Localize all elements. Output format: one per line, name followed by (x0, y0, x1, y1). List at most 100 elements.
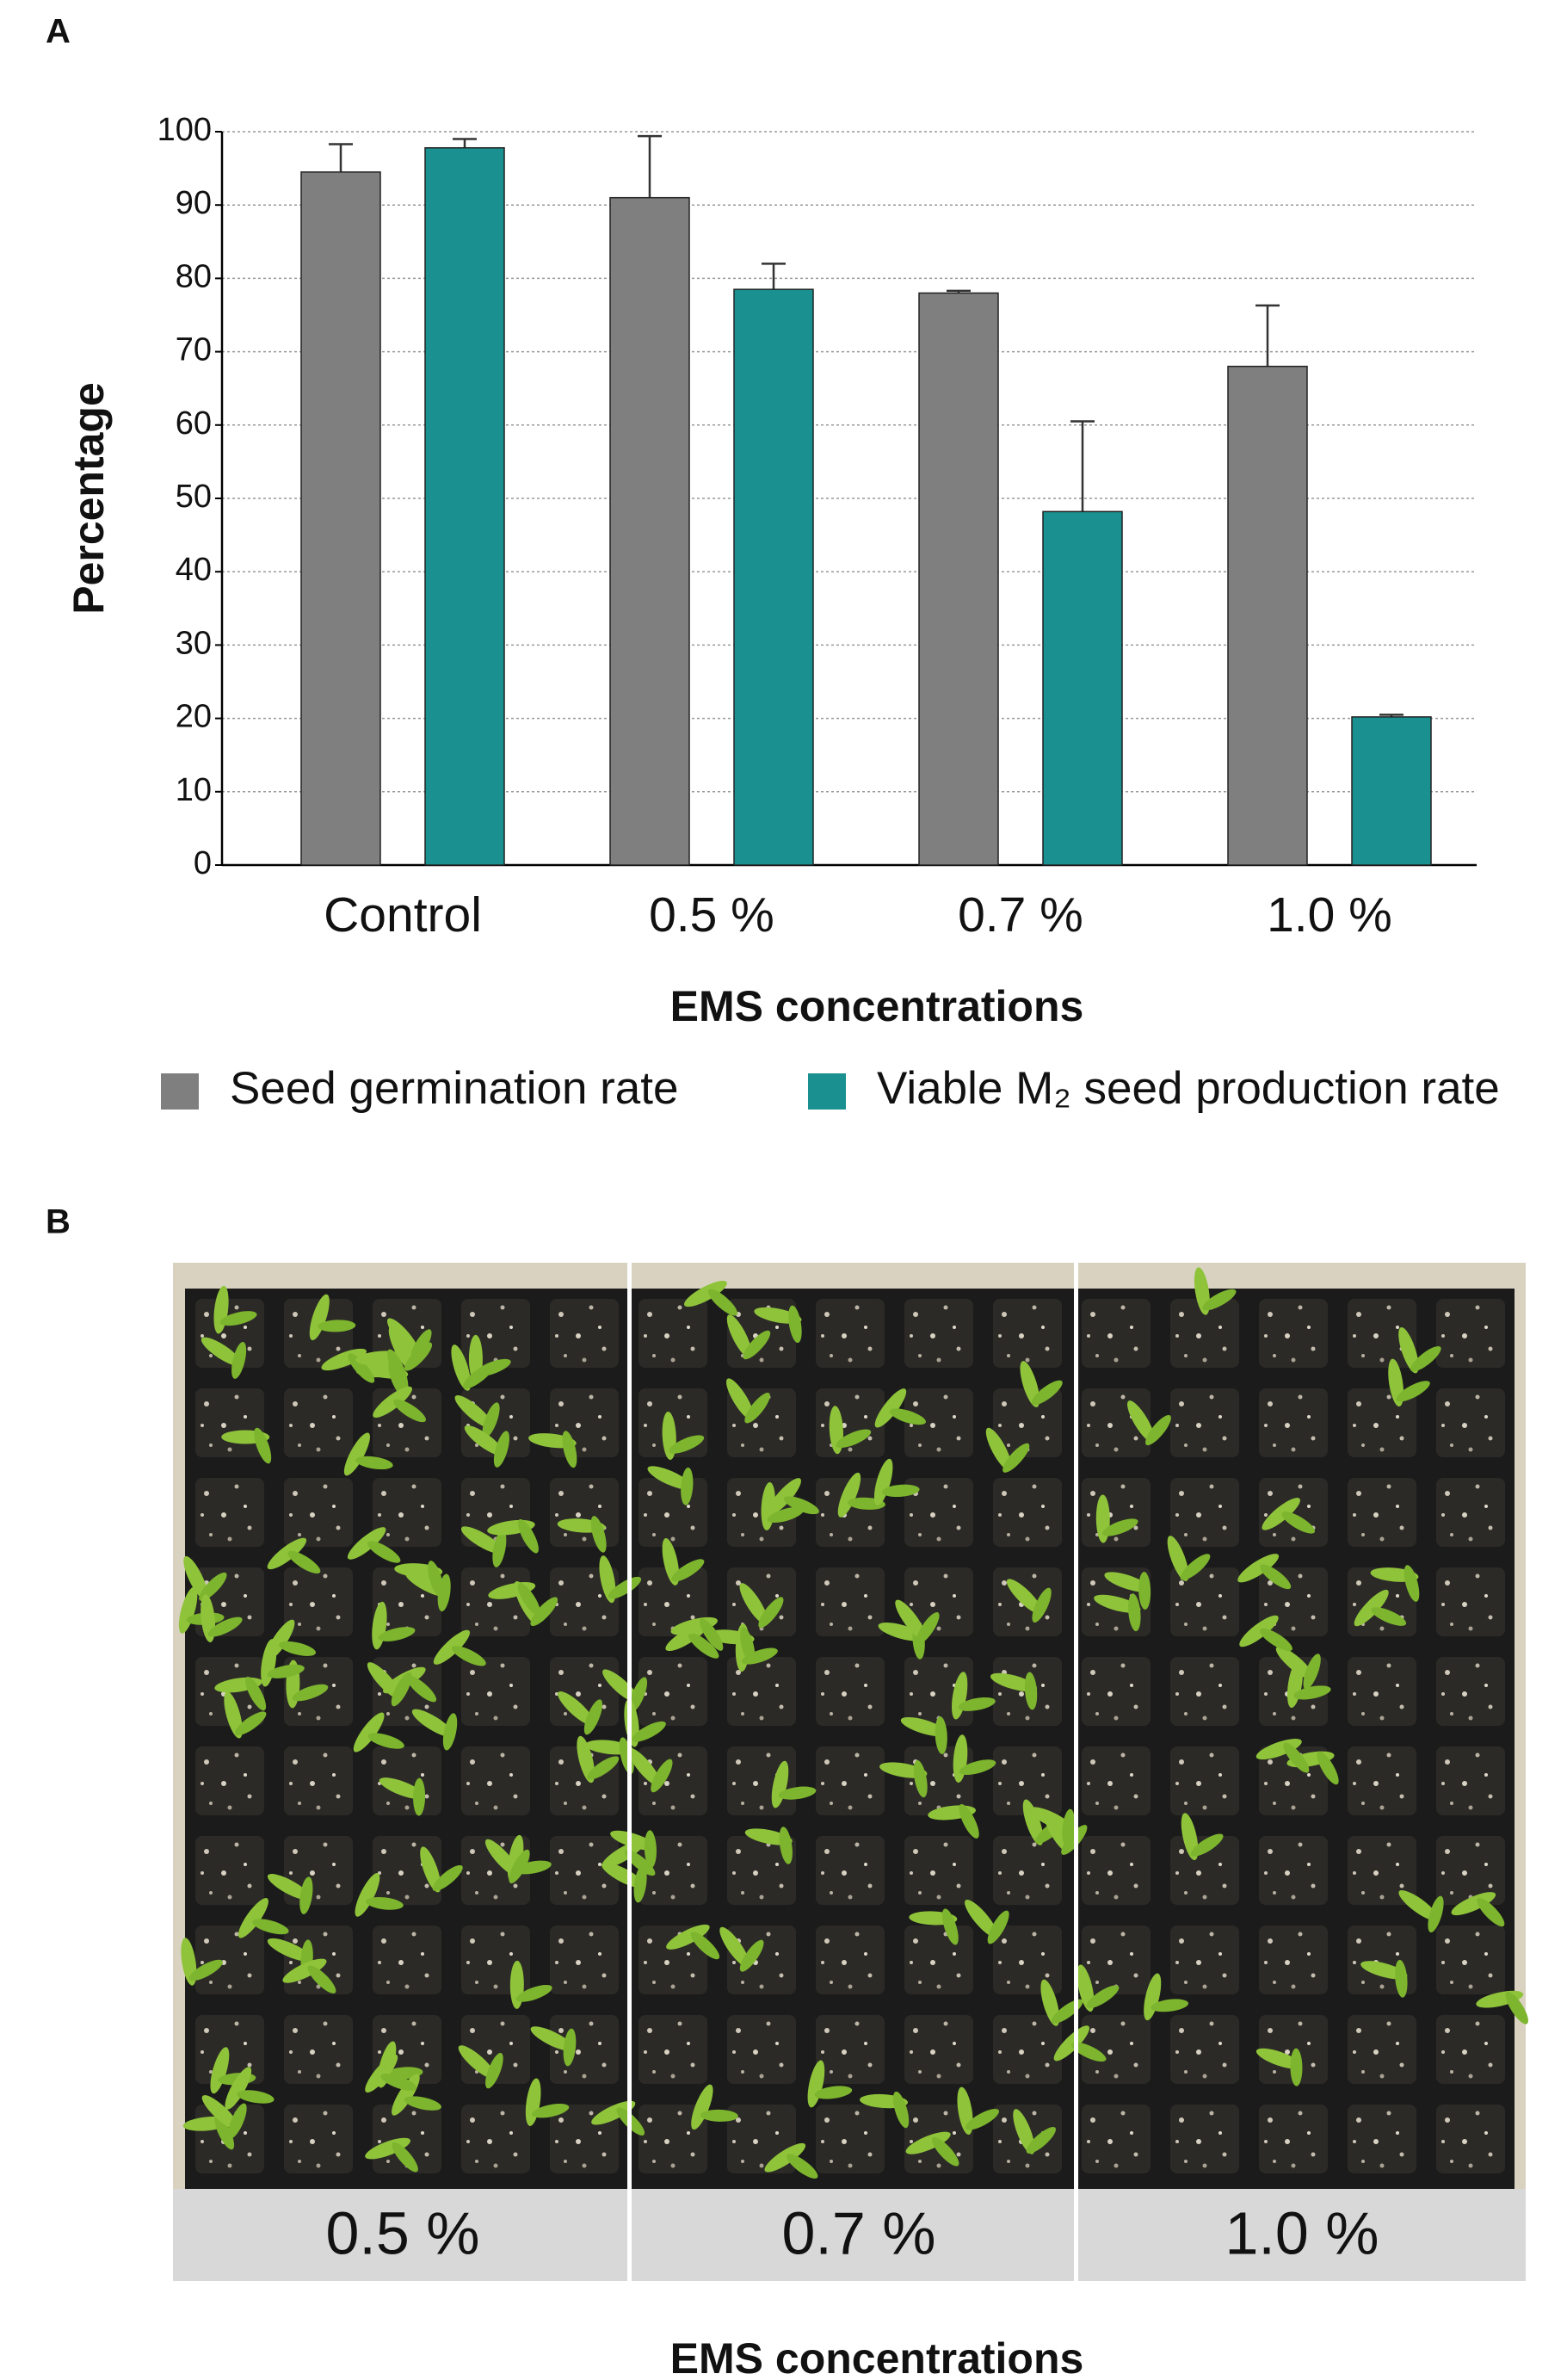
leaf (985, 1427, 1012, 1471)
leaf (1062, 1808, 1076, 1847)
leaf (347, 1527, 386, 1560)
y-tick-label: 100 (157, 112, 212, 148)
leaf (201, 1337, 243, 1367)
y-tick-label: 40 (176, 552, 212, 588)
y-tick-label: 0 (194, 845, 212, 881)
leaf (587, 1756, 620, 1780)
leaf (577, 1735, 595, 1783)
leaf (292, 1684, 329, 1702)
leaf (287, 1550, 321, 1574)
leaf (214, 2115, 235, 2150)
leaf (873, 1458, 893, 1505)
leaf (393, 1399, 426, 1423)
leaf (178, 1586, 198, 1634)
leaf (941, 1908, 959, 1945)
leaf (1290, 2048, 1303, 2086)
leaf (1283, 1742, 1310, 1773)
leaf (1255, 1739, 1302, 1760)
leaf (959, 1759, 996, 1775)
leaf (231, 1341, 247, 1379)
leaf (1281, 1511, 1315, 1534)
leaf (318, 1320, 356, 1332)
leaf (1237, 1554, 1280, 1583)
leaf (530, 2026, 575, 2051)
leaf (591, 2100, 636, 2125)
leaf (252, 1919, 289, 1935)
leaf (380, 2073, 417, 2091)
leaf (433, 1629, 470, 1665)
leaf (688, 1633, 719, 1659)
leaf (669, 1435, 705, 1454)
leaf (1410, 1345, 1441, 1372)
leaf (1006, 1579, 1043, 1615)
leaf (404, 2096, 441, 2111)
leaf (771, 1760, 789, 1808)
leaf (1128, 1593, 1141, 1632)
leaf (378, 1627, 416, 1641)
leaf (1398, 1890, 1439, 1921)
leaf (1022, 1799, 1044, 1845)
leaf (1239, 1615, 1279, 1647)
leaf (758, 1597, 784, 1629)
leaf (509, 1849, 530, 1884)
leaf (484, 1839, 520, 1876)
leaf (1138, 1571, 1151, 1610)
leaf (743, 1330, 771, 1360)
leaf (651, 1759, 673, 1793)
leaf (355, 1456, 393, 1470)
leaf (482, 1402, 500, 1438)
leaf (958, 1697, 996, 1711)
leaf (1102, 1518, 1138, 1536)
leaf (493, 1431, 509, 1468)
leaf (267, 1938, 312, 1962)
leaf (365, 2054, 398, 2093)
leaf (1144, 1973, 1162, 2021)
x-tick-label: Control (324, 887, 482, 943)
leaf (767, 1478, 801, 1516)
leaf (739, 1583, 768, 1625)
x-tick-label: 0.7 % (958, 887, 1083, 943)
leaf (462, 1363, 494, 1389)
leaf (895, 1599, 926, 1640)
leaf (1354, 1589, 1389, 1627)
leaf (365, 2137, 410, 2160)
leaf (1026, 2127, 1057, 2154)
leaf (1190, 1833, 1224, 1857)
legend-label: Viable M₂ seed production rate (877, 1063, 1500, 1114)
leaf (1202, 1289, 1237, 1311)
leaf (965, 2108, 1000, 2130)
leaf (1260, 1628, 1292, 1652)
leaf (764, 2142, 806, 2173)
leaf (387, 1318, 420, 1357)
leaf (892, 2091, 910, 2129)
leaf (267, 1874, 311, 1901)
leaf (343, 1432, 370, 1476)
leaf (644, 1830, 657, 1869)
leaf (965, 1900, 998, 1938)
leaf (228, 2103, 247, 2139)
leaf (517, 1518, 539, 1554)
bar (1227, 365, 1308, 866)
leaf (282, 1958, 327, 1983)
leaf (428, 1561, 444, 1598)
leaf (913, 1759, 928, 1798)
leaf (739, 1939, 764, 1972)
leaf (1451, 1892, 1496, 1916)
x-tick-label: 0.5 % (649, 887, 774, 943)
leaf (265, 1619, 295, 1661)
bar (609, 196, 690, 866)
leaf (987, 1910, 1009, 1944)
leaf (889, 1408, 926, 1425)
leaf (608, 1576, 642, 1599)
leaf (299, 1876, 313, 1914)
leaf (707, 1289, 738, 1316)
leaf (387, 1349, 407, 1384)
leaf (874, 1388, 907, 1428)
leaf (629, 1677, 648, 1713)
leaf (1029, 1807, 1074, 1832)
leaf (413, 1777, 426, 1816)
leaf (905, 2131, 951, 2154)
bar (424, 146, 505, 866)
leaf (366, 1896, 404, 1910)
bar (918, 292, 999, 866)
